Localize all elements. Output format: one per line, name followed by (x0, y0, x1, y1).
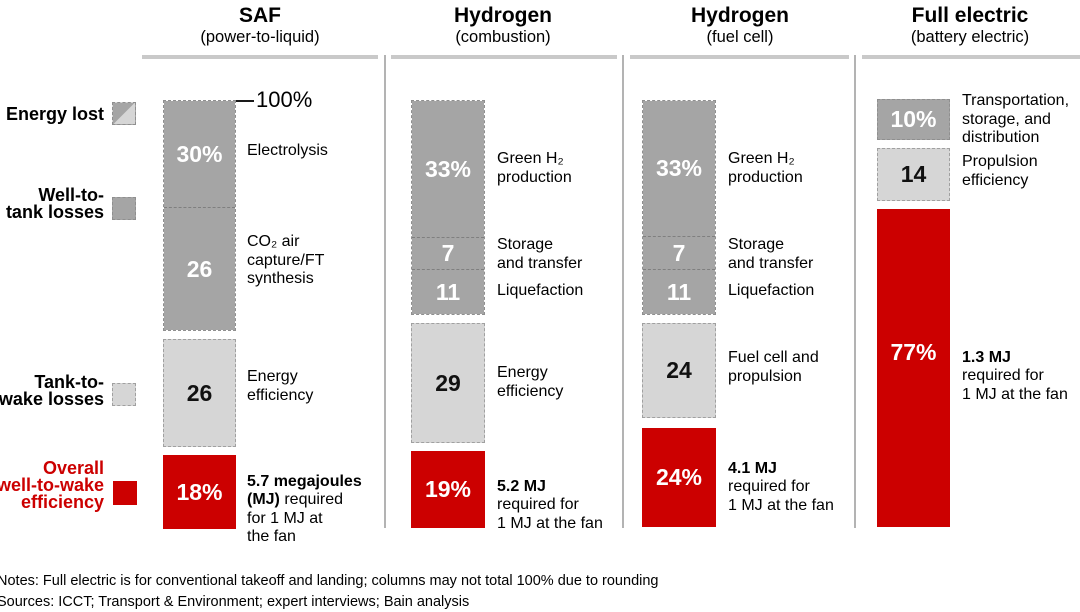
segment-value: 77% (890, 339, 937, 365)
sources-text: Sources: ICCT; Transport & Environment; … (0, 594, 470, 610)
column-title: SAF (239, 4, 281, 27)
mj-description: required for 1 MJ at the fan (247, 491, 344, 545)
bar-segment-fe-transportation: 10% (877, 99, 950, 140)
annotation-h2c-energy-efficiency: Energy efficiency (497, 364, 564, 400)
bar-segment-h2fc-storage: 7 (643, 236, 715, 269)
annotation-fe-transportation: Transportation, storage, and distributio… (962, 92, 1070, 146)
bar-segment-h2c-storage: 7 (412, 237, 484, 269)
column-top-rule (142, 55, 378, 59)
segment-value: 14 (900, 161, 927, 187)
column-header-hydrogen-combustion: Hydrogen (combustion) (403, 3, 603, 47)
column-divider (854, 55, 856, 528)
segment-value: 11 (435, 278, 461, 305)
column-top-rule (391, 55, 617, 59)
annotation-h2fc-green-h2: Green H₂ production (728, 150, 803, 186)
mj-value: 5.7 megajoules (MJ) (247, 472, 362, 509)
annotation-saf-mj: 5.7 megajoules (MJ) required for 1 MJ at… (247, 454, 373, 547)
legend-energy-lost-icon (112, 102, 136, 125)
annotation-saf-electrolysis: Electrolysis (247, 142, 328, 159)
hundred-percent-label: 100% (256, 87, 313, 112)
mj-value: 1.3 MJ (962, 348, 1011, 366)
column-header-saf: SAF (power-to-liquid) (160, 3, 360, 47)
bar-segment-h2c-energy-efficiency: 29 (411, 323, 485, 443)
segment-value: 24 (666, 357, 692, 383)
column-divider (622, 55, 624, 528)
annotation-h2c-mj: 5.2 MJ required for 1 MJ at the fan (497, 459, 627, 533)
legend-label-energy-lost: Energy lost (5, 104, 104, 124)
column-title: Full electric (911, 4, 1029, 27)
legend-label-overall-efficiency: Overall well-to-wake efficiency (0, 458, 104, 512)
mj-description: required for 1 MJ at the fan (497, 496, 603, 532)
annotation-fe-mj: 1.3 MJ required for 1 MJ at the fan (962, 330, 1080, 404)
segment-value: 18% (176, 478, 223, 505)
column-title: Hydrogen (690, 4, 789, 27)
legend-label-tank-to-wake: Tank-to- wake losses (0, 372, 104, 409)
annotation-fe-propulsion: Propulsion efficiency (962, 153, 1038, 189)
legend-well-to-tank-icon (112, 197, 136, 220)
bar-segment-h2fc-green-h2: 33% (643, 101, 715, 236)
mj-value: 4.1 MJ (728, 459, 777, 477)
bar-saf-well-to-tank-group: 30% 26 (163, 100, 236, 331)
segment-value: 7 (672, 239, 686, 266)
segment-value: 26 (186, 379, 213, 406)
segment-value: 7 (441, 240, 455, 266)
segment-value: 30% (176, 140, 223, 167)
segment-value: 11 (666, 278, 692, 305)
annotation-saf-co2-capture: CO₂ air capture/FT synthesis (247, 233, 325, 287)
segment-value: 10% (890, 106, 937, 132)
segment-value: 19% (424, 476, 472, 502)
column-divider (384, 55, 386, 528)
column-header-full-electric: Full electric (battery electric) (870, 3, 1070, 47)
column-top-rule (630, 55, 849, 59)
column-subtitle: (fuel cell) (706, 28, 774, 46)
annotation-h2fc-fuel-cell: Fuel cell and propulsion (728, 349, 819, 385)
segment-value: 29 (435, 369, 461, 396)
legend-overall-efficiency-icon (113, 481, 137, 505)
legend-label-well-to-tank: Well-to- tank losses (5, 185, 104, 222)
bar-segment-saf-co2-capture: 26 (164, 207, 235, 330)
bar-segment-saf-electrolysis: 30% (164, 101, 235, 207)
segment-value: 33% (424, 155, 472, 182)
bar-h2-fuel-cell-well-to-tank-group: 33% 7 11 (642, 100, 716, 315)
bar-segment-fe-propulsion: 14 (877, 148, 950, 201)
column-title: Hydrogen (453, 4, 552, 27)
segment-value: 33% (655, 155, 703, 181)
bar-segment-h2c-green-h2: 33% (412, 101, 484, 237)
annotation-saf-energy-efficiency: Energy efficiency (247, 368, 314, 404)
column-top-rule (862, 55, 1080, 59)
hundred-percent-connector (236, 100, 254, 102)
bar-segment-h2c-overall-efficiency: 19% (411, 451, 485, 528)
segment-value: 24% (655, 464, 703, 490)
column-subtitle: (combustion) (455, 28, 551, 46)
mj-description: required for 1 MJ at the fan (728, 478, 834, 514)
mj-value: 5.2 MJ (497, 477, 546, 495)
annotation-h2c-liquefaction: Liquefaction (497, 282, 584, 299)
column-header-hydrogen-fuel-cell: Hydrogen (fuel cell) (640, 3, 840, 47)
segment-value: 26 (186, 255, 213, 282)
bar-segment-fe-overall-efficiency: 77% (877, 209, 950, 527)
column-subtitle: (power-to-liquid) (200, 28, 320, 46)
mj-description: required for 1 MJ at the fan (962, 367, 1068, 403)
legend-tank-to-wake-icon (112, 383, 136, 406)
bar-segment-h2fc-overall-efficiency: 24% (642, 428, 716, 527)
annotation-h2fc-mj: 4.1 MJ required for 1 MJ at the fan (728, 441, 858, 515)
annotation-h2c-green-h2: Green H₂ production (497, 150, 572, 186)
bar-segment-saf-energy-efficiency: 26 (163, 339, 236, 447)
annotation-h2fc-liquefaction: Liquefaction (728, 282, 815, 299)
notes-text: Notes: Full electric is for conventional… (0, 573, 659, 589)
bar-segment-h2fc-fuel-cell: 24 (642, 323, 716, 418)
column-subtitle: (battery electric) (910, 28, 1030, 46)
bar-segment-saf-overall-efficiency: 18% (163, 455, 236, 529)
bar-segment-h2fc-liquefaction: 11 (643, 269, 715, 314)
bar-h2-combustion-well-to-tank-group: 33% 7 11 (411, 100, 485, 315)
bar-segment-h2c-liquefaction: 11 (412, 269, 484, 314)
annotation-h2c-storage: Storage and transfer (497, 236, 583, 272)
annotation-h2fc-storage: Storage and transfer (728, 236, 814, 272)
